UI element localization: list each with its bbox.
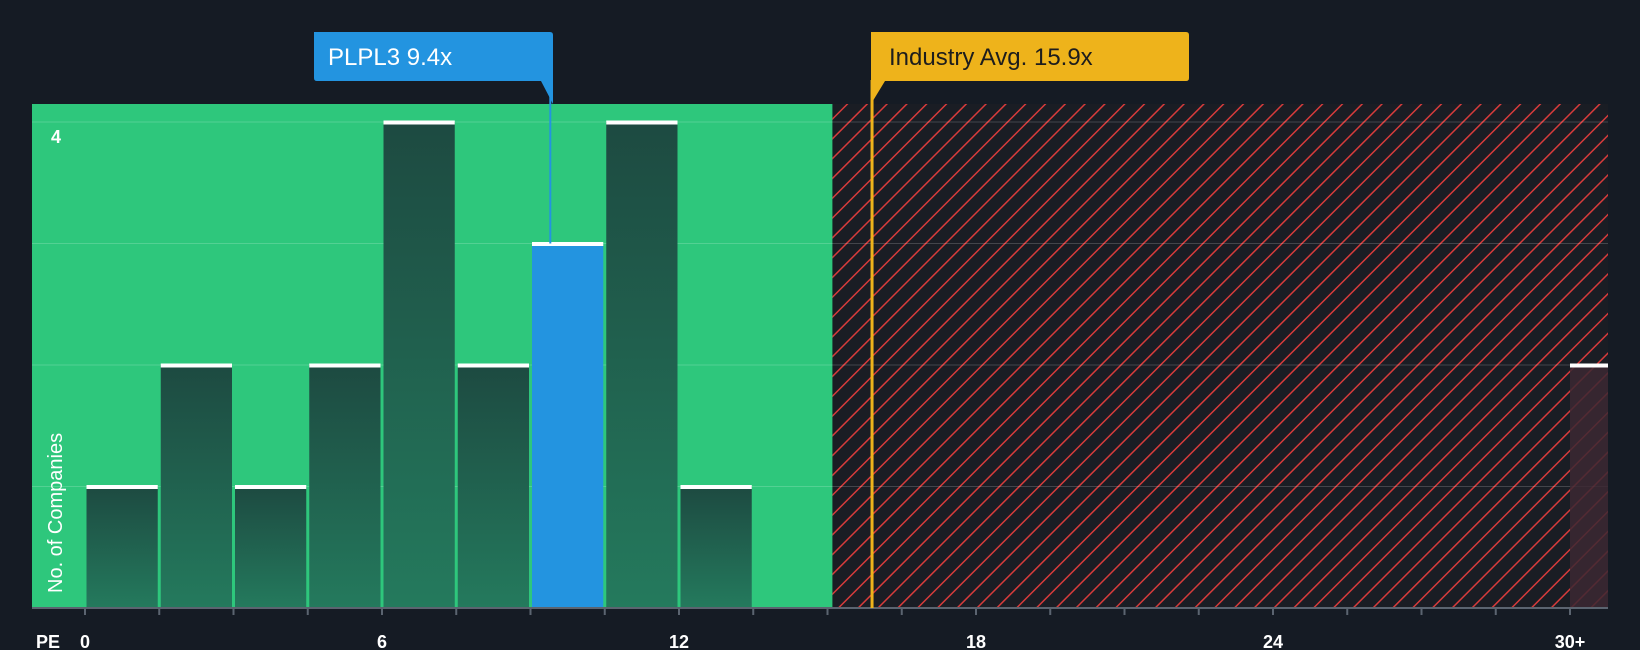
highlighted-bar bbox=[532, 243, 604, 608]
histogram-bar bbox=[680, 486, 752, 608]
histogram-bar bbox=[86, 486, 158, 608]
bar-cap bbox=[86, 485, 158, 489]
bar-cap bbox=[235, 485, 307, 489]
bar-cap bbox=[680, 485, 752, 489]
x-tick-label: 6 bbox=[377, 632, 387, 650]
y-axis-label: No. of Companies bbox=[45, 433, 67, 593]
histogram-bar bbox=[457, 365, 529, 608]
x-axis-label: PE bbox=[36, 632, 60, 650]
bar-cap bbox=[457, 363, 529, 368]
x-tick-label: 12 bbox=[669, 632, 689, 650]
histogram-bar bbox=[1570, 365, 1608, 608]
bar-cap bbox=[1570, 363, 1608, 368]
histogram-bar bbox=[606, 122, 678, 608]
x-tick-label: 0 bbox=[80, 632, 90, 650]
y-tick-label: 4 bbox=[51, 127, 61, 147]
x-axis-layer: 0 6 12 18 24 30+ bbox=[32, 607, 1608, 650]
histogram-bar bbox=[383, 122, 455, 608]
histogram-bar bbox=[160, 365, 232, 608]
bar-cap bbox=[532, 242, 604, 246]
histogram-bar bbox=[235, 486, 307, 608]
bar-cap bbox=[383, 120, 455, 125]
bar-cap bbox=[606, 120, 678, 125]
x-tick-label: 18 bbox=[966, 632, 986, 650]
overvalued-zone bbox=[832, 104, 1608, 608]
bar-cap bbox=[309, 363, 381, 368]
histogram-bar bbox=[309, 365, 381, 608]
industry-callout-label: Industry Avg. 15.9x bbox=[889, 44, 1093, 71]
x-tick-label: 30+ bbox=[1555, 632, 1586, 650]
bars-layer bbox=[86, 120, 1608, 608]
industry-callout-box bbox=[871, 32, 1189, 104]
callouts-layer: PLPL3 9.4x Industry Avg. 15.9x bbox=[314, 32, 1189, 608]
x-tick-label: 24 bbox=[1263, 632, 1283, 650]
company-callout-label: PLPL3 9.4x bbox=[328, 44, 452, 71]
bar-cap bbox=[160, 363, 232, 368]
company-callout-box bbox=[314, 32, 553, 104]
